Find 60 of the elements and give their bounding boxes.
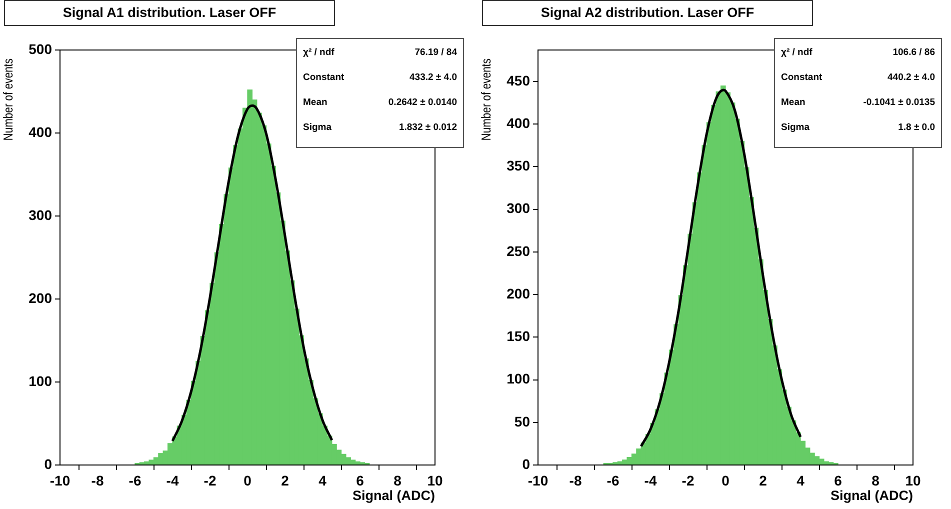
y-tick-label: 200 xyxy=(28,290,52,306)
x-tick-label: -8 xyxy=(569,472,582,488)
annotation: 433.2 ± 4.0 xyxy=(410,71,457,85)
x-tick-label: 4 xyxy=(318,472,327,488)
annotation: Sigma xyxy=(781,121,810,135)
y-tick-label: 300 xyxy=(506,200,530,216)
x-tick-label: -6 xyxy=(606,472,620,488)
x-axis-title: Signal (ADC) xyxy=(352,488,435,503)
y-tick-label: 0 xyxy=(522,456,530,472)
y-tick-label: 150 xyxy=(506,328,530,344)
x-axis-title: Signal (ADC) xyxy=(830,488,913,503)
x-tick-label: -10 xyxy=(50,472,70,488)
y-tick-label: 500 xyxy=(28,40,52,57)
x-tick-label: 6 xyxy=(356,472,364,488)
x-tick-label: 0 xyxy=(244,472,252,488)
y-tick-label: 350 xyxy=(506,158,530,174)
x-tick-label: -10 xyxy=(528,472,548,488)
annotation: 76.19 / 84 xyxy=(414,46,457,60)
chart-title: Signal A1 distribution. Laser OFF xyxy=(4,0,335,26)
annotation: Mean xyxy=(303,96,328,110)
x-tick-label: -4 xyxy=(644,472,657,488)
y-tick-label: 400 xyxy=(506,114,530,131)
y-tick-label: 400 xyxy=(28,124,52,140)
annotation: Constant xyxy=(303,71,344,85)
chart-title: Signal A2 distribution. Laser OFF xyxy=(482,0,813,26)
x-tick-label: 4 xyxy=(796,472,805,488)
x-tick-label: 10 xyxy=(427,472,443,488)
annotation: 1.8 ± 0.0 xyxy=(898,121,935,135)
annotation: 1.832 ± 0.012 xyxy=(398,121,457,135)
annotation: Constant xyxy=(781,71,822,85)
y-tick-label: 100 xyxy=(506,370,530,387)
x-tick-label: -6 xyxy=(128,472,142,488)
annotation: Mean xyxy=(781,96,806,110)
x-tick-label: -8 xyxy=(91,472,104,488)
y-tick-label: 250 xyxy=(506,242,530,259)
x-tick-label: 2 xyxy=(281,472,290,488)
y-axis-title: Number of events xyxy=(478,58,494,143)
annotation: 440.2 ± 4.0 xyxy=(888,71,935,85)
annotation: χ² / ndf xyxy=(781,46,812,60)
x-tick-label: -2 xyxy=(204,472,216,488)
y-axis-title: Number of events xyxy=(0,58,16,143)
annotation: 106.6 / 86 xyxy=(892,46,935,60)
x-tick-label: 0 xyxy=(722,472,730,488)
x-tick-label: -2 xyxy=(682,472,694,488)
annotation: 0.2642 ± 0.0140 xyxy=(388,96,457,110)
x-tick-label: 2 xyxy=(759,472,768,488)
annotation: χ² / ndf xyxy=(303,46,334,60)
y-tick-label: 0 xyxy=(44,456,52,472)
annotation: -0.1041 ± 0.0135 xyxy=(863,96,935,110)
x-tick-label: 6 xyxy=(834,472,842,488)
x-tick-label: 10 xyxy=(905,472,921,488)
x-tick-label: -4 xyxy=(166,472,179,488)
annotation: Sigma xyxy=(303,121,332,135)
y-tick-label: 50 xyxy=(514,413,530,430)
y-tick-label: 100 xyxy=(28,372,52,389)
x-tick-label: 8 xyxy=(394,472,402,488)
y-tick-label: 300 xyxy=(28,206,52,223)
y-tick-label: 450 xyxy=(506,72,530,88)
y-tick-label: 200 xyxy=(506,285,530,302)
x-tick-label: 8 xyxy=(872,472,880,488)
